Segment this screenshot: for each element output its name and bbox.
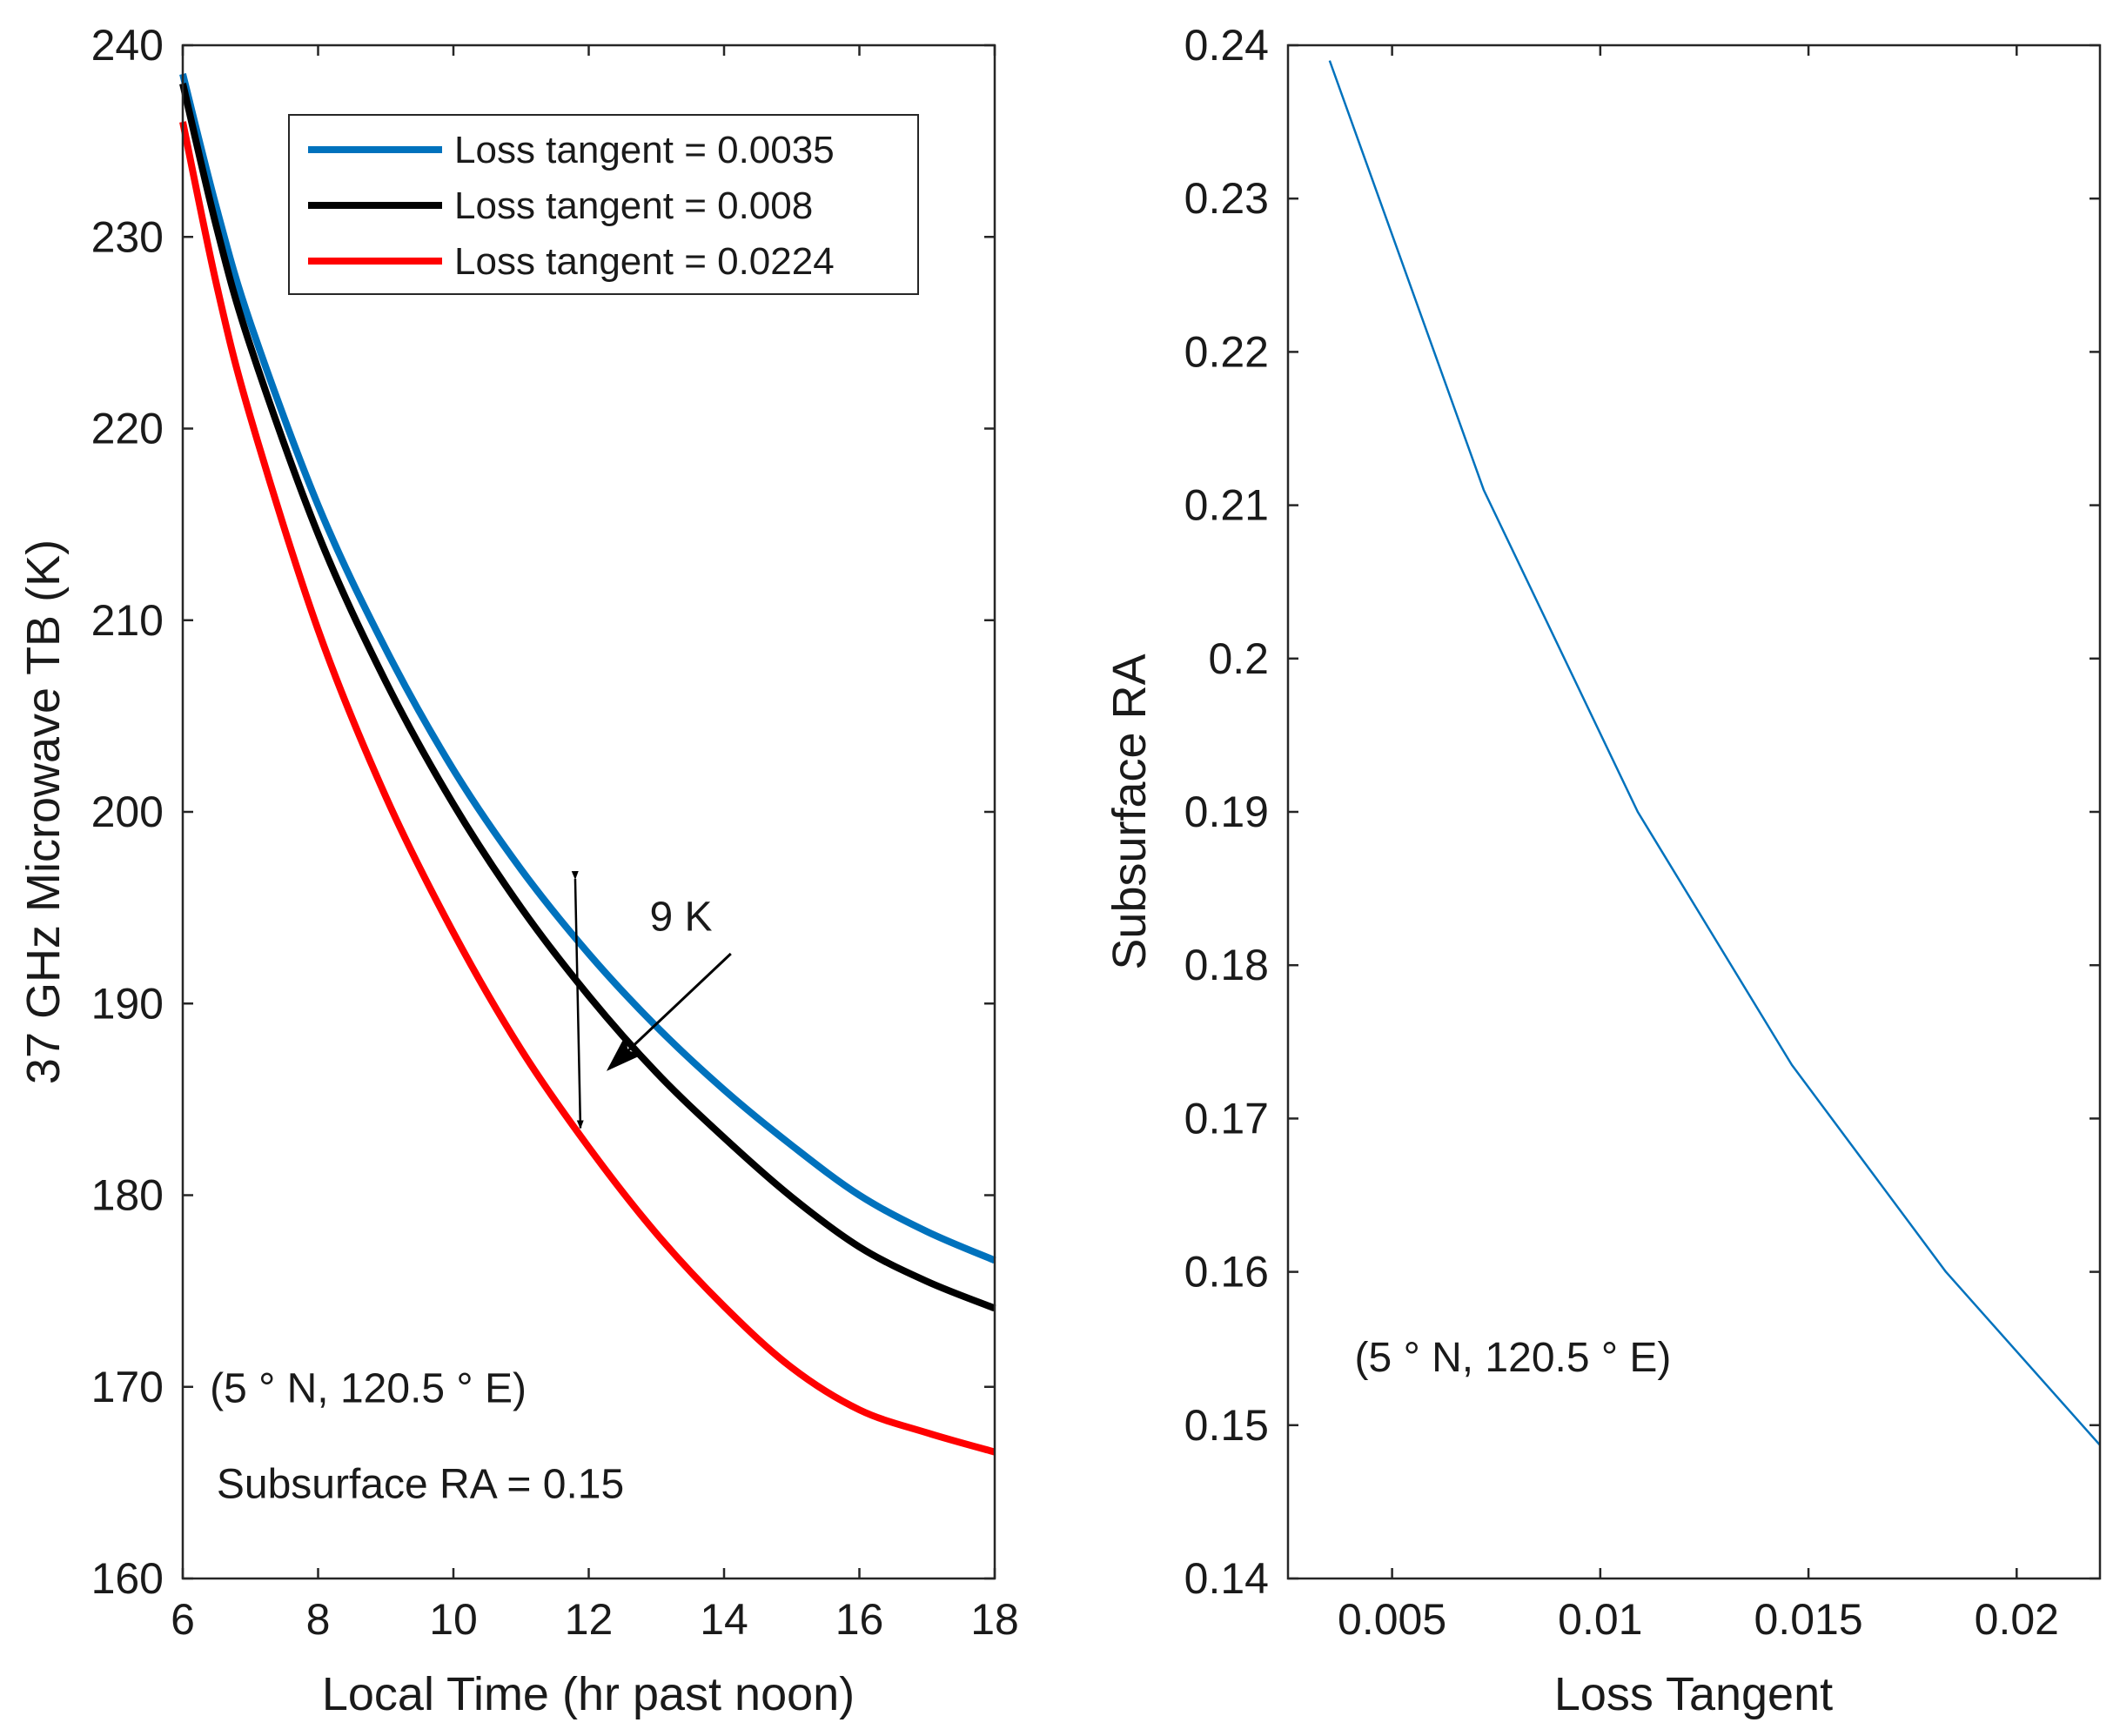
- l-series-line-1: [179, 83, 996, 1312]
- left-series: [179, 73, 996, 1456]
- r-x-tick-label: 0.005: [1338, 1595, 1446, 1644]
- left-y-axis-label: 37 GHz Microwave TB (K): [17, 540, 70, 1084]
- r-y-tick-label: 0.2: [1208, 634, 1269, 683]
- left-chart: 6 8 10 12 14 16 18160170180190200210220230240 …: [17, 21, 1019, 1720]
- l-x-tick-label: 16: [835, 1595, 884, 1644]
- annotation-subsurface-ra: Subsurface RA = 0.15: [217, 1461, 624, 1507]
- left-tick-labels: 6 8 10 12 14 16 18 160 170 180 190 200 210 220 230 240: [91, 21, 1019, 1644]
- annotation-location-left: (5 ° N, 120.5 ° E): [210, 1365, 527, 1411]
- l-series-line-2: [179, 121, 996, 1456]
- l-y-tick-label: 190: [91, 979, 164, 1028]
- r-x-tick-label: 0.02: [1975, 1595, 2059, 1644]
- r-x-tick-label: 0.015: [1754, 1595, 1863, 1644]
- right-plot-frame: [1286, 44, 2102, 1580]
- legend-label-0035: Loss tangent = 0.0035: [454, 129, 835, 171]
- l-x-tick-label: 14: [700, 1595, 748, 1644]
- l-y-tick-label: 220: [91, 405, 164, 453]
- annotation-location-right: (5 ° N, 120.5 ° E): [1355, 1335, 1672, 1381]
- l-x-tick-label: 12: [565, 1595, 614, 1644]
- r-y-tick-label: 0.19: [1184, 788, 1269, 836]
- l-x-tick-label: 6: [171, 1595, 195, 1644]
- l-y-tick-label: 210: [91, 596, 164, 645]
- legend: Loss tangent = 0.0035 Loss tangent = 0.0…: [288, 114, 919, 295]
- annotation-9k: 9 K: [649, 895, 712, 941]
- l-y-tick-label: 240: [91, 21, 164, 70]
- right-series: [1328, 60, 2101, 1446]
- l-y-tick-label: 200: [91, 788, 164, 836]
- r-y-tick-label: 0.23: [1184, 174, 1269, 223]
- r-series-line-0: [1328, 60, 2101, 1446]
- annotation-pointer-arrow: [606, 952, 732, 1071]
- l-x-tick-label: 18: [970, 1595, 1019, 1644]
- r-y-tick-label: 0.14: [1184, 1554, 1269, 1603]
- l-y-tick-label: 170: [91, 1363, 164, 1411]
- right-chart: 0.005 0.01 0.015 0.02 0.14 0.15 0.16 0.17 0.18 0.…: [1103, 21, 2102, 1720]
- l-x-tick-label: 8: [306, 1595, 331, 1644]
- l-series-line-0: [179, 73, 996, 1264]
- r-y-tick-label: 0.17: [1184, 1094, 1269, 1143]
- r-y-tick-label: 0.16: [1184, 1248, 1269, 1297]
- r-x-tick-label: 0.01: [1558, 1595, 1642, 1644]
- difference-double-arrow: [571, 871, 584, 1129]
- l-y-tick-label: 230: [91, 212, 164, 261]
- right-x-axis-label: Loss Tangent: [1554, 1668, 1833, 1720]
- left-x-axis-label: Local Time (hr past noon): [322, 1668, 855, 1720]
- l-x-tick-label: 10: [429, 1595, 478, 1644]
- l-y-tick-label: 180: [91, 1171, 164, 1220]
- legend-label-008: Loss tangent = 0.008: [454, 184, 813, 227]
- r-y-tick-label: 0.18: [1184, 941, 1269, 989]
- r-y-tick-label: 0.22: [1184, 327, 1269, 376]
- r-y-tick-label: 0.21: [1184, 481, 1269, 530]
- right-tick-labels: 0.005 0.01 0.015 0.02 0.14 0.15 0.16 0.17 0.18 0.…: [1184, 21, 2059, 1644]
- legend-label-0224: Loss tangent = 0.0224: [454, 240, 835, 283]
- right-y-axis-label: Subsurface RA: [1103, 654, 1156, 969]
- r-y-tick-label: 0.15: [1184, 1401, 1269, 1450]
- l-y-tick-label: 160: [91, 1554, 164, 1603]
- r-y-tick-label: 0.24: [1184, 21, 1269, 70]
- left-plot-frame: [181, 44, 996, 1580]
